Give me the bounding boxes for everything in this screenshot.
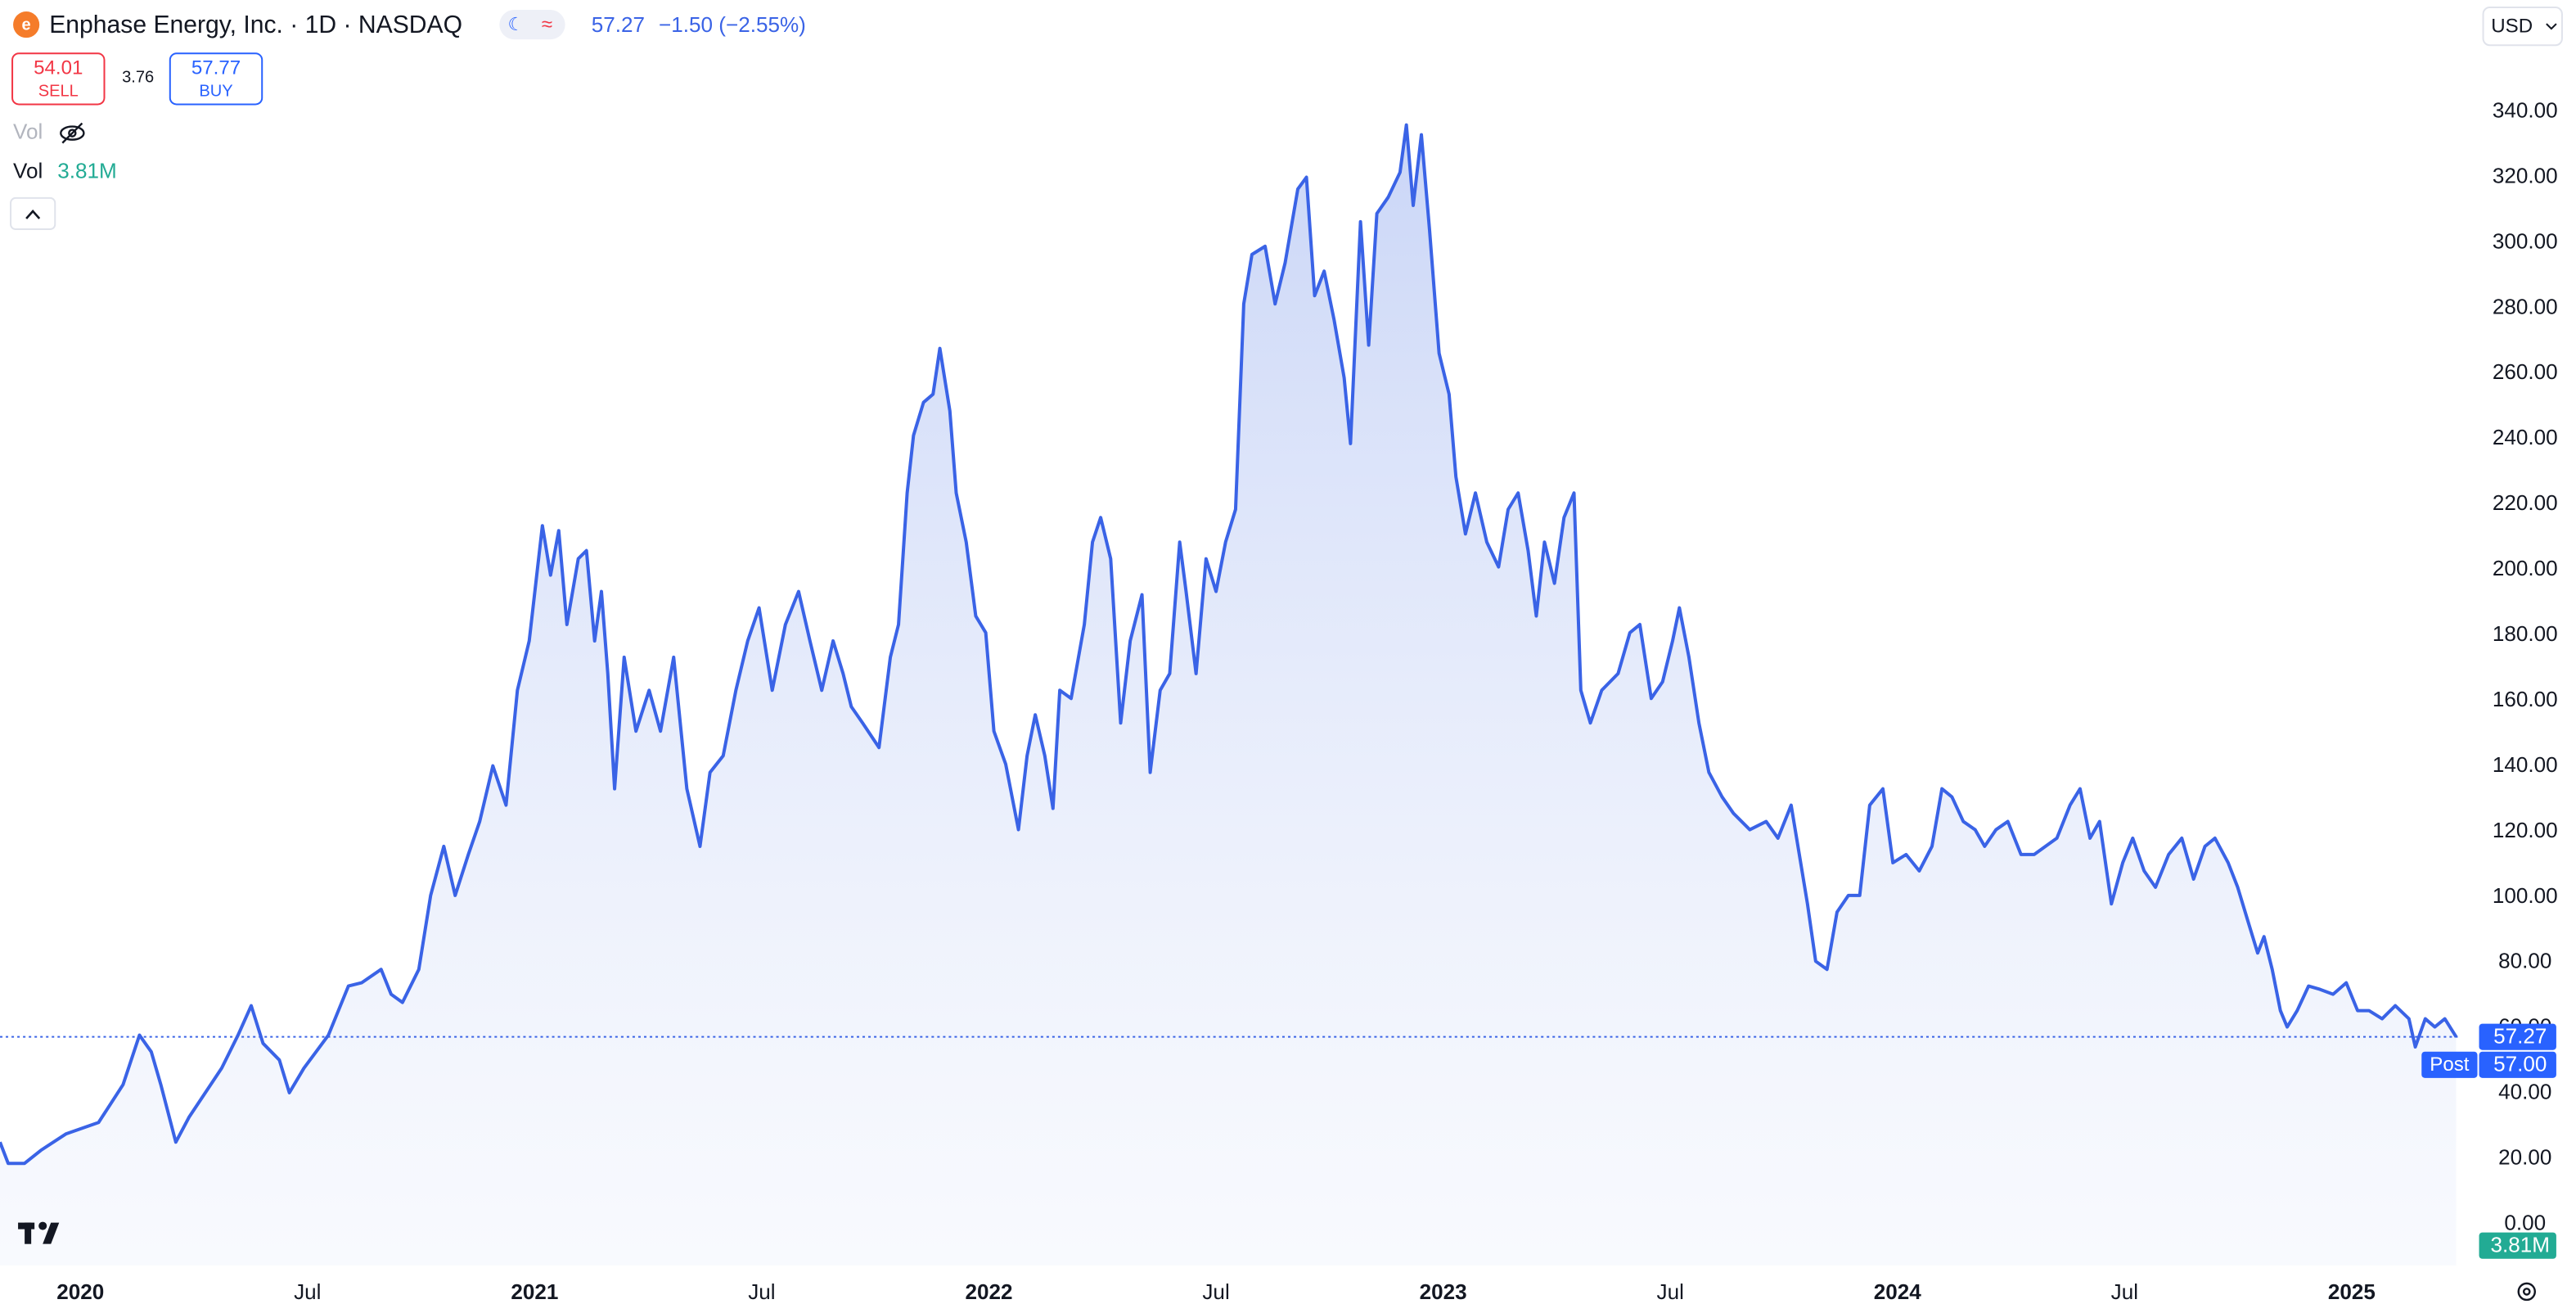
session-icon: ☾: [508, 14, 525, 34]
y-tick-label: 220.00: [2493, 490, 2558, 515]
plot-area: [0, 123, 2458, 1266]
last-price-label: 57.27: [2493, 1024, 2547, 1049]
y-tick-label: 140.00: [2493, 752, 2558, 777]
y-tick-label: 200.00: [2493, 556, 2558, 580]
buy-label: BUY: [199, 83, 232, 101]
post-label: Post: [2430, 1054, 2469, 1076]
x-tick-label: 2022: [966, 1279, 1013, 1304]
session-toggle[interactable]: [499, 10, 565, 40]
y-tick-label: 260.00: [2493, 359, 2558, 384]
y-tick-label: 20.00: [2498, 1145, 2551, 1170]
x-tick-label: 2021: [511, 1279, 558, 1304]
volume-indicator: Vol: [13, 159, 43, 183]
symbol-title: Enphase Energy, Inc. · 1D · NASDAQ: [49, 11, 462, 38]
x-tick-label: 2025: [2328, 1279, 2376, 1304]
spread: 3.76: [122, 69, 154, 87]
y-tick-label: 300.00: [2493, 228, 2558, 253]
y-tick-label: 320.00: [2493, 163, 2558, 187]
buy-price: 57.77: [191, 57, 241, 79]
y-tick-label: 120.00: [2493, 818, 2558, 842]
last-price-badge: [2479, 1023, 2556, 1050]
post-price-label: 57.00: [2493, 1052, 2547, 1076]
post-price-badge: [2479, 1051, 2556, 1078]
y-tick-label: 180.00: [2493, 621, 2558, 646]
post-badge: [2421, 1051, 2478, 1078]
currency-button[interactable]: [2482, 7, 2563, 47]
y-tick-label: 340.00: [2493, 98, 2558, 123]
y-tick-label: 240.00: [2493, 425, 2558, 449]
session-icon: ≈: [542, 13, 552, 35]
sell-label: SELL: [38, 83, 79, 101]
volume-axis-label: 3.81M: [2490, 1233, 2549, 1257]
y-tick-label: 280.00: [2493, 294, 2558, 318]
hidden-eye-icon[interactable]: [60, 122, 85, 144]
hidden-indicator: Vol: [13, 119, 43, 143]
price-area: [0, 124, 2457, 1266]
collapse-button[interactable]: [10, 196, 56, 231]
volume-badge: [2479, 1232, 2556, 1259]
x-tick-label: Jul: [294, 1279, 321, 1304]
settings-icon[interactable]: [2517, 1282, 2537, 1302]
x-tick-label: Jul: [748, 1279, 775, 1304]
x-tick-label: 2020: [56, 1279, 104, 1304]
price-line: [0, 123, 2458, 1166]
x-tick-label: Jul: [1202, 1279, 1229, 1304]
volume-value: 3.81M: [57, 159, 116, 183]
buy-button[interactable]: [169, 52, 263, 106]
currency-caret: [2546, 23, 2557, 30]
y-tick-label: 40.00: [2498, 1080, 2551, 1104]
collapse-icon: [25, 210, 41, 219]
x-tick-label: Jul: [1657, 1279, 1684, 1304]
header-change: −1.50 (−2.55%): [659, 12, 806, 37]
tradingview-logo: [18, 1221, 60, 1244]
symbol-logo-glyph: e: [22, 16, 31, 34]
sell-button[interactable]: [11, 52, 106, 106]
y-tick-label: 80.00: [2498, 949, 2551, 973]
y-tick-label: 100.00: [2493, 883, 2558, 908]
y-tick-label: 160.00: [2493, 687, 2558, 711]
currency-label: USD: [2491, 15, 2533, 37]
sell-price: 54.01: [34, 57, 83, 79]
x-tick-label: 2023: [1420, 1279, 1467, 1304]
header-price: 57.27: [592, 12, 645, 37]
symbol-logo: [13, 11, 40, 38]
x-tick-label: 2024: [1874, 1279, 1922, 1304]
y-tick-label: 0.00: [2504, 1210, 2546, 1234]
x-tick-label: Jul: [2111, 1279, 2138, 1304]
